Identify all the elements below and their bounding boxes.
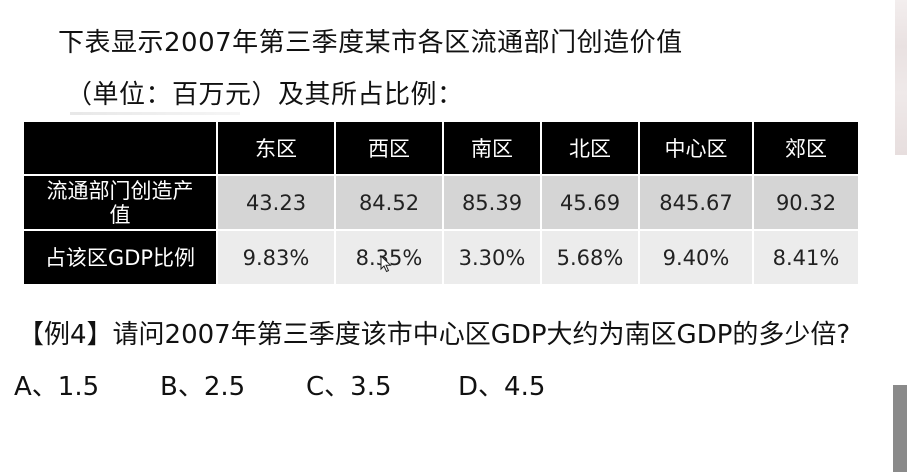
mouse-cursor-icon [380, 255, 394, 273]
side-thumbnail[interactable] [895, 0, 907, 155]
table-cell: 85.39 [443, 175, 541, 230]
faint-underline [70, 112, 240, 115]
table-corner-cell [23, 121, 217, 175]
column-header: 中心区 [639, 121, 753, 175]
question-text: 【例4】请问2007年第三季度该市中心区GDP大约为南区GDP的多少倍? [18, 314, 850, 351]
column-header: 郊区 [753, 121, 859, 175]
table-row: 占该区GDP比例 9.83% 8.35% 3.30% 5.68% 9.40% 8… [23, 230, 859, 285]
table-cell: 3.30% [443, 230, 541, 285]
column-header: 东区 [217, 121, 335, 175]
heading-line-1: 下表显示2007年第三季度某市各区流通部门创造价值 [58, 22, 683, 59]
table-header-row: 东区 西区 南区 北区 中心区 郊区 [23, 121, 859, 175]
table-row: 流通部门创造产值 43.23 84.52 85.39 45.69 845.67 … [23, 175, 859, 230]
heading-line-2: （单位：百万元）及其所占比例： [66, 74, 464, 111]
table-cell: 45.69 [541, 175, 639, 230]
data-table: 东区 西区 南区 北区 中心区 郊区 流通部门创造产值 43.23 84.52 … [22, 120, 860, 286]
table-cell: 8.41% [753, 230, 859, 285]
table-cell: 84.52 [335, 175, 443, 230]
table-cell: 9.40% [639, 230, 753, 285]
option-c[interactable]: C、3.5 [306, 366, 392, 403]
option-d[interactable]: D、4.5 [458, 366, 545, 403]
row-header: 占该区GDP比例 [23, 230, 217, 285]
table-cell: 5.68% [541, 230, 639, 285]
table-cell: 845.67 [639, 175, 753, 230]
column-header: 西区 [335, 121, 443, 175]
table-cell: 43.23 [217, 175, 335, 230]
column-header: 北区 [541, 121, 639, 175]
column-header: 南区 [443, 121, 541, 175]
option-b[interactable]: B、2.5 [160, 366, 245, 403]
row-header: 流通部门创造产值 [23, 175, 217, 230]
option-a[interactable]: A、1.5 [14, 366, 99, 403]
side-panel-edge [893, 385, 907, 472]
table-cell: 90.32 [753, 175, 859, 230]
table-cell: 9.83% [217, 230, 335, 285]
